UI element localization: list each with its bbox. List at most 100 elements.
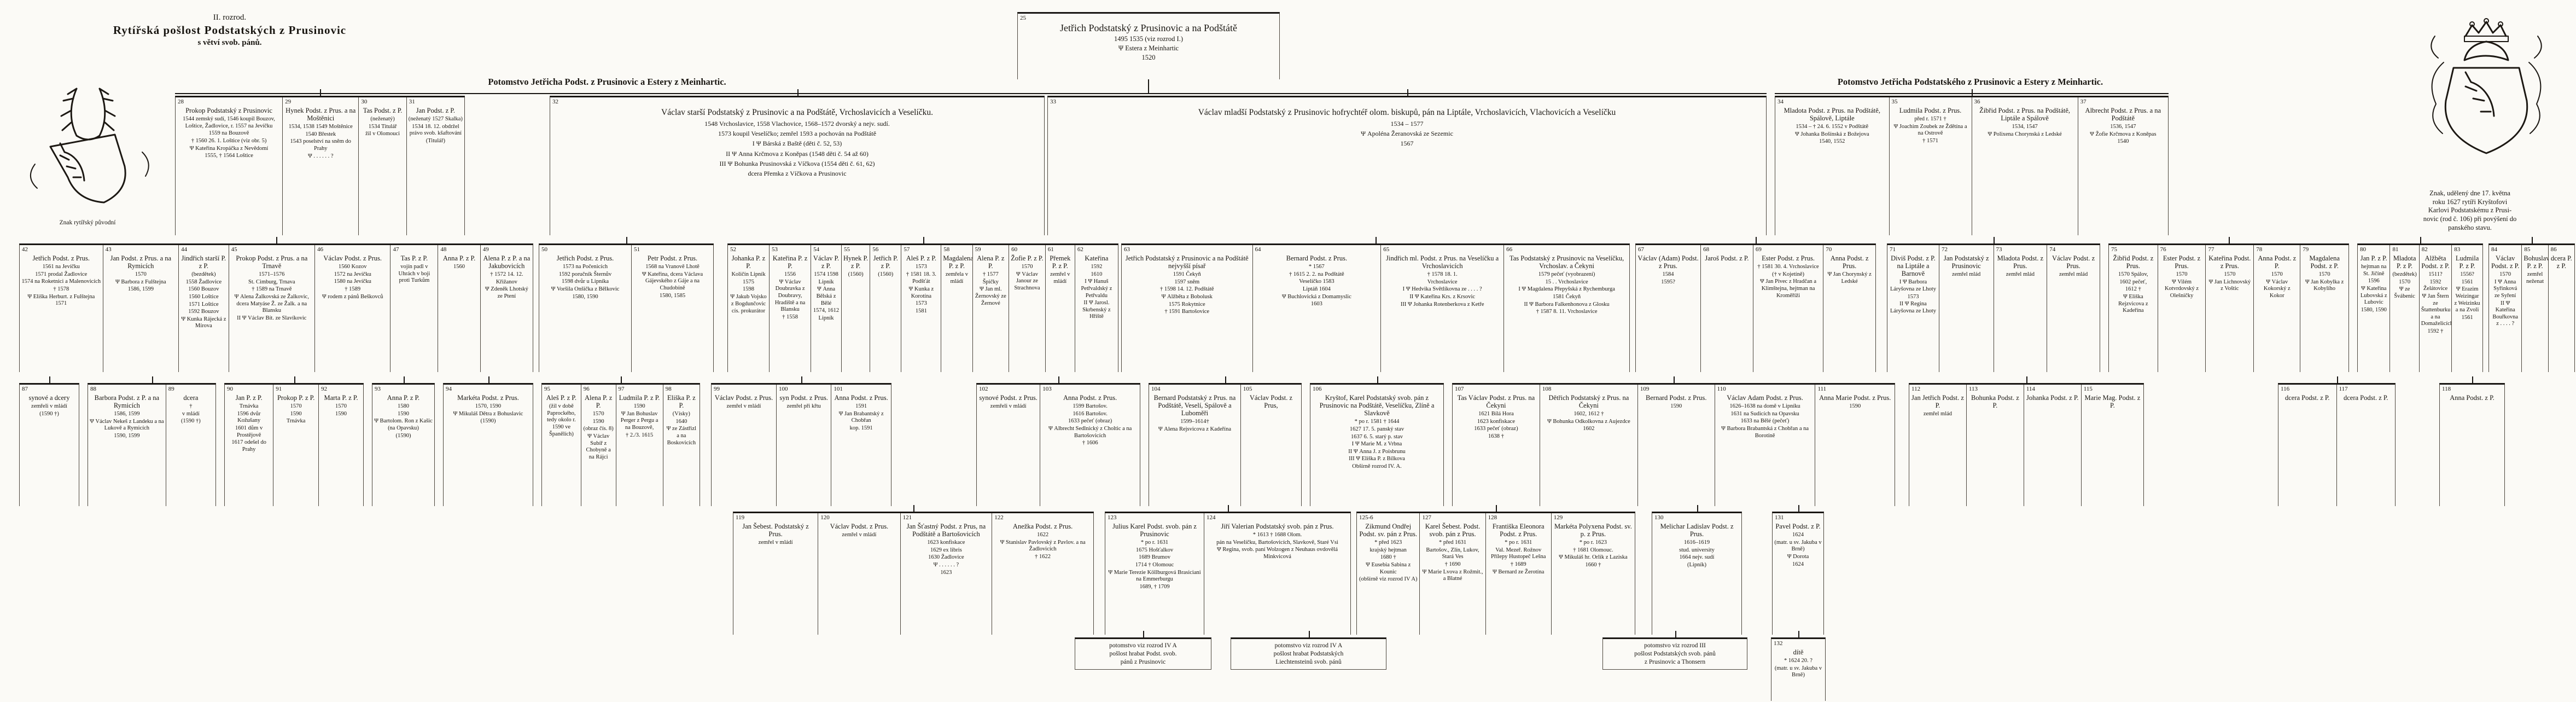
- generation-group: 119 Jan Šebest. Podstatský z Prus. zemřel …: [733, 505, 1094, 635]
- person-box-116: 116 dcera Podst. z P.: [2278, 385, 2336, 506]
- person-name: Jindřich ml. Podst. z Prus. na Veselíčku…: [1386, 254, 1499, 270]
- generation-group: 102 synové Podst. z Prus. zemřeli v mládí 1…: [976, 376, 1140, 506]
- person-box-25: 25 Jetřich Podstatský z Prusinovic a na P…: [1018, 14, 1279, 79]
- person-detail: * po r. 1581 † 1644: [1354, 419, 1400, 425]
- person-box-128: 128 Františka Eleonora Podst. z Prus. * po…: [1485, 513, 1551, 635]
- person-detail: 1581: [915, 308, 927, 314]
- person-number: 81: [2392, 246, 2399, 253]
- person-name: Ludmila Podst. z Prus.: [1899, 107, 1962, 114]
- person-detail: 1560 Kozov: [338, 264, 367, 270]
- person-name: Marie Mag. Podst. z P.: [2084, 394, 2141, 410]
- person-name: Melichar Ladislav Podst. z Prus.: [1660, 523, 1734, 538]
- person-number: 43: [105, 246, 112, 253]
- person-detail: 1570: [335, 403, 347, 410]
- person-number: 88: [90, 386, 96, 392]
- person-box-89: 89 dcera † v mládí (1590 †): [165, 385, 215, 506]
- person-number: 55: [844, 246, 850, 253]
- person-detail: 1612 †: [2125, 286, 2141, 293]
- person-detail: * před 1631: [1438, 539, 1467, 546]
- person-detail: (1590): [395, 432, 411, 439]
- person-number: 49: [482, 246, 489, 253]
- person-detail: 1567: [1400, 140, 1414, 148]
- person-detail: † 2./3. 1615: [626, 432, 654, 438]
- generation-group: 116 dcera Podst. z P. 117 dcera Podst. z P.: [2278, 376, 2396, 506]
- person-detail: (Vísky): [672, 411, 690, 417]
- person-detail: 1534 – 1577: [1390, 119, 1424, 127]
- root-connector: [1148, 79, 1149, 94]
- person-name: Tas Podstatský z Prusinovic na Veselíčku…: [1509, 254, 1624, 270]
- continuation-note-line: potomstvo viz rozrod IV A: [1274, 642, 1343, 649]
- person-name: Václav (Adam) Podst. z Prus.: [1637, 254, 1699, 270]
- person-box-57: 57 Aleš P. z P. 1573 † 1581 18. 3. Podšťát Ψ …: [901, 245, 941, 372]
- person-detail: (1560): [878, 271, 894, 278]
- person-box-107: 107 Tas Václav Podst. z Prus. na Čekyni 16…: [1453, 385, 1540, 506]
- person-name: Albrecht Podst. z Prus. a na Podštátě: [2085, 107, 2161, 123]
- person-detail: Ψ Vilém Kotvrdovský z Olešničky: [2164, 279, 2199, 299]
- person-number: 95: [544, 386, 550, 392]
- person-detail: 1560: [453, 264, 465, 270]
- person-box-71: 71 Diviš Podst. z P. na Liptále a Barnově…: [1887, 245, 1939, 372]
- person-detail: 1610: [1091, 271, 1103, 277]
- generation-group: 71 Diviš Podst. z P. na Liptále a Barnově…: [1887, 237, 2100, 372]
- person-number: 129: [1553, 514, 1563, 521]
- person-detail: 1540 Břestek: [305, 131, 336, 137]
- person-detail: zemřel neženat: [2526, 271, 2544, 285]
- person-box-59: 59 Alena P. z P. † 1577 Špičky Ψ Jan ml. Žer…: [972, 245, 1009, 372]
- person-name: Kateřina P. z P.: [772, 254, 808, 270]
- person-number: 71: [1890, 246, 1896, 253]
- person-detail: Ψ Jan Pivec z Hradčan a Klimštejna, hejt…: [1760, 279, 1817, 299]
- person-detail: 1556?: [2460, 271, 2474, 278]
- person-detail: 1602, 1612 †: [1573, 411, 1604, 417]
- person-number: 45: [231, 246, 237, 253]
- person-number: 131: [1775, 514, 1784, 521]
- generation-group: 130 Melichar Ladislav Podst. z Prus. 1616–…: [1652, 505, 1742, 635]
- person-box-108: 108 Dětřich Podstatský z Prus. na Čekyni 1…: [1539, 385, 1637, 506]
- person-box-48: 48 Anna P. z P. 1560: [438, 245, 480, 372]
- person-name: Mladota P. z P.: [2393, 254, 2416, 270]
- person-detail: 15 . . Vrchoslavice: [1545, 279, 1588, 285]
- person-detail: Ψ Albrecht Sedlnický z Choltic a na Bart…: [1048, 425, 1132, 439]
- person-name: Václav Podst. z Prus.: [830, 523, 889, 530]
- person-detail: 1590: [290, 410, 302, 417]
- person-detail: Lipník: [818, 279, 834, 285]
- person-detail: Ψ Alena Rejsvicova z Kadeřína: [1158, 426, 1231, 432]
- person-number: 54: [813, 246, 820, 253]
- person-detail: †: [189, 403, 193, 410]
- person-detail: 1616–1619: [1683, 539, 1710, 546]
- person-box-83: 83 Ludmila P. z P. 1556? 1561 Ψ Erazim Weizi…: [2451, 245, 2482, 372]
- person-detail: I Ψ Hedvika Světlíkovna ze . . . . ?: [1402, 286, 1482, 293]
- generation-group: 132 dítě * 1624 20. ? (matr. u sv. Jakuba v…: [1771, 631, 1826, 701]
- person-name: Žibřid Podst. z Prus.: [2113, 254, 2154, 270]
- person-detail: 1584: [1662, 271, 1674, 278]
- person-detail: (obšírně viz rozrod IV A): [1359, 576, 1418, 583]
- person-detail: 1560 Loštice: [189, 294, 219, 300]
- person-detail: 1558 Žadlovice: [185, 279, 222, 285]
- person-detail: 1575 Rokytnice: [1168, 301, 1205, 308]
- person-number: 48: [440, 246, 447, 253]
- person-detail: † 1577: [982, 271, 999, 278]
- person-detail: dcera Přemka z Víčkova a Prusinovic: [748, 170, 847, 178]
- person-name: Anna Marie Podst. z Prus.: [1819, 394, 1891, 402]
- person-name: Tas Václav Podst. z Prus. na Čekyni: [1457, 394, 1535, 410]
- person-detail: Bartošov., Zlín, Lukov, Stará Ves: [1426, 547, 1479, 560]
- person-detail: 1640: [675, 418, 687, 425]
- person-detail: 1599–1614†: [1180, 419, 1209, 425]
- person-detail: 1592 †: [2427, 328, 2444, 334]
- person-detail: Ψ Kateřina, dcera Václava Gájevského z G…: [642, 271, 703, 291]
- person-box-53: 53 Kateřina P. z P. 1556 Ψ Václav Doubravka…: [769, 245, 811, 372]
- person-number: 121: [902, 514, 912, 521]
- person-number: 80: [2360, 246, 2366, 253]
- person-detail: 1664 nejv. sudí: [1679, 554, 1715, 561]
- generation-group: 33 Václav mladší Podstatský z Prusinovic …: [1047, 89, 1767, 235]
- generation-group: 94 Markéta Podst. z Prus. 1570, 1590 Ψ Miku…: [443, 376, 533, 506]
- person-detail: (1590): [480, 418, 496, 425]
- person-detail: 1534, 1538 1549 Moštěnice: [288, 124, 353, 130]
- person-box-119: 119 Jan Šebest. Podstatský z Prus. zemřel …: [733, 513, 818, 635]
- person-name: Františka Eleonora Podst. z Prus.: [1492, 523, 1545, 538]
- person-box-67: 67 Václav (Adam) Podst. z Prus. 1584 1595?: [1636, 245, 1700, 372]
- person-detail: Ψ rodem z pánů Beškovců: [322, 293, 383, 300]
- person-box-97: 97 Ludmila P. z P. 1590 Ψ Jan Bohuslav Perg…: [615, 385, 663, 506]
- person-name: Jan P. z P.: [235, 394, 263, 402]
- person-number: 61: [1047, 246, 1054, 253]
